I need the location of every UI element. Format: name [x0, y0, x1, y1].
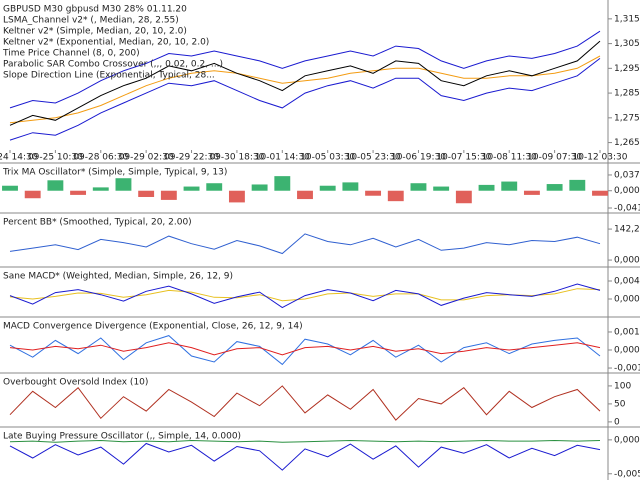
pane-title: Percent BB* (Smoothed, Typical, 20, 2.00… [3, 218, 192, 228]
bar [297, 190, 313, 200]
bar [160, 190, 177, 200]
pane-title: Overbought Oversold Index (10) [3, 378, 148, 388]
series-line [9, 40, 601, 126]
series-line [9, 283, 601, 309]
x-tick-label: 09-28 06:30 [73, 153, 128, 163]
bar [24, 190, 41, 199]
bar [70, 190, 87, 195]
bar [274, 176, 291, 191]
indicator-label: Keltner v2* (Simple, Median, 20, 10, 2.0… [3, 27, 187, 37]
pane-title: Late Buying Pressure Oscillator (,, Simp… [3, 432, 241, 442]
y-tick-label: 0,0015 [614, 327, 640, 337]
bar [228, 190, 245, 203]
series-line [9, 55, 601, 124]
y-tick-label: 0,0000 [614, 295, 640, 305]
x-tick-label: 09-29 22:30 [164, 153, 219, 163]
y-tick-label: 0,0000 [614, 256, 640, 266]
x-tick-label: 09-29 02:30 [119, 153, 174, 163]
y-tick-label: 0,0000 [614, 346, 640, 356]
bar [523, 190, 540, 195]
indicator-label: LSMA_Channel v2* (, Median, 28, 2.55) [3, 16, 179, 26]
x-tick-label: 10-06 19:30 [391, 153, 446, 163]
x-tick-label: 10-07 15:30 [436, 153, 491, 163]
x-tick-label: 10-01 14:30 [255, 153, 310, 163]
indicator-label: Slope Direction Line (Exponential, Typic… [3, 71, 215, 81]
bar [365, 190, 382, 196]
bar [478, 184, 495, 191]
y-tick-label: 1,29500 [614, 64, 640, 74]
bar [206, 183, 223, 191]
series-line [9, 58, 601, 141]
y-tick-label: 0 [614, 417, 620, 427]
pane-title: Sane MACD* (Weighted, Median, Simple, 26… [3, 272, 233, 282]
bar [546, 184, 563, 191]
series-line [9, 288, 601, 302]
series-line [9, 442, 601, 471]
bar [455, 190, 472, 204]
bar [501, 181, 518, 191]
bar [387, 190, 404, 202]
bar [92, 187, 109, 191]
y-tick-label: -0,0056 [614, 469, 640, 479]
x-tick-label: 10-05 23:30 [346, 153, 401, 163]
y-tick-label: 0,0000 [614, 186, 640, 196]
bar [410, 183, 427, 191]
series-line [9, 439, 601, 443]
y-tick-label: 0,0378 [614, 170, 640, 180]
y-tick-label: 1,31500 [614, 14, 640, 24]
y-tick-label: 1,28500 [614, 89, 640, 99]
y-tick-label: -0,0015 [614, 364, 640, 374]
y-tick-label: 0,0000 [614, 435, 640, 445]
y-tick-label: 1,26500 [614, 138, 640, 148]
series-line [9, 385, 601, 421]
series-line [9, 233, 601, 255]
bar [47, 180, 64, 191]
bar [251, 184, 268, 191]
bar [592, 190, 608, 196]
x-tick-label: 10-12 03:30 [573, 153, 628, 163]
x-tick-label: 09-25 10:30 [28, 153, 83, 163]
pane-title: MACD Convergence Divergence (Exponential… [3, 322, 303, 332]
bar [342, 182, 359, 191]
x-tick-label: 10-09 07:30 [527, 153, 582, 163]
series-line [9, 30, 601, 109]
indicator-label: Keltner v2* (Exponential, Median, 20, 10… [3, 38, 209, 48]
bar [569, 179, 586, 191]
indicator-label: Time Price Channel (8, 0, 200) [2, 49, 140, 59]
y-tick-label: -0,0414 [614, 203, 640, 213]
bar [183, 186, 200, 191]
x-tick-label: 10-05 03:30 [300, 153, 355, 163]
bar [319, 185, 336, 191]
indicator-label: Parabolic SAR Combo Crossover (,,, 0.02,… [3, 60, 223, 70]
y-tick-label: 50 [614, 399, 626, 409]
x-tick-label: 09-30 18:30 [209, 153, 264, 163]
y-tick-label: 142,21 [614, 225, 640, 235]
x-tick-label: 10-08 11:30 [482, 153, 537, 163]
y-tick-label: 1,30500 [614, 39, 640, 49]
pane-title: GBPUSD M30 gbpusd M30 28% 01.11.20 [3, 5, 187, 15]
pane-title: Trix MA Oscillator* (Simple, Simple, Typ… [2, 168, 227, 178]
x-tick-label: 09-24 14:30 [0, 153, 38, 163]
bar [2, 185, 18, 191]
y-tick-label: 0,0042 [614, 277, 640, 287]
bar [115, 178, 132, 191]
series-line [9, 335, 601, 366]
y-tick-label: 100 [614, 381, 631, 391]
bar [138, 190, 155, 197]
series-line [9, 342, 601, 356]
bar [433, 186, 450, 191]
y-tick-label: 1,27500 [614, 113, 640, 123]
